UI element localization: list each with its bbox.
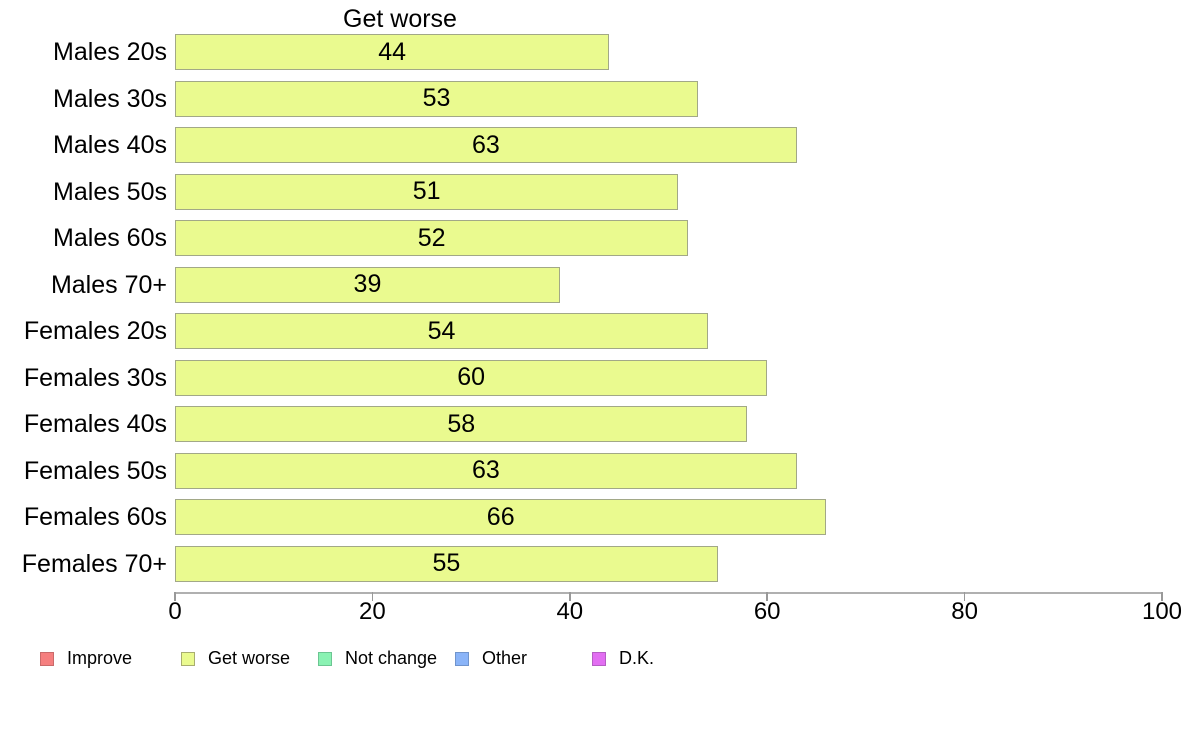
category-label: Females 40s <box>23 410 167 438</box>
legend-label: Other <box>482 648 528 668</box>
category-label: Females 20s <box>23 317 167 345</box>
x-axis-tick <box>371 592 374 601</box>
bar: 66 <box>175 499 827 535</box>
value-label: 60 <box>457 363 485 391</box>
value-label: 66 <box>486 502 515 531</box>
x-axis-tick-label: 0 <box>168 598 182 625</box>
category-label: Females 70+ <box>21 549 167 578</box>
x-axis-tick-label: 60 <box>753 598 781 625</box>
legend-label: D.K. <box>619 648 655 668</box>
bar: 44 <box>175 34 610 70</box>
category-label: Males 60s <box>53 224 167 252</box>
value-label: 58 <box>447 409 476 438</box>
category-label: Males 30s <box>53 84 167 113</box>
legend-label: Improve <box>67 648 133 668</box>
x-axis-tick-label: 40 <box>556 598 584 625</box>
legend-item: Not change <box>318 648 437 669</box>
bar: 55 <box>175 545 718 582</box>
bar: 63 <box>175 452 797 489</box>
x-axis-tick <box>1161 592 1163 601</box>
category-label: Females 30s <box>23 363 167 392</box>
legend-item: Improve <box>40 648 132 669</box>
x-axis-line <box>175 592 1163 594</box>
category-label: Females 60s <box>23 503 167 531</box>
legend-swatch-icon <box>318 651 332 666</box>
value-label: 52 <box>417 223 446 252</box>
value-label: 44 <box>378 37 407 66</box>
value-label: 54 <box>427 316 456 345</box>
x-axis-tick <box>569 592 571 601</box>
value-label: 55 <box>432 549 461 577</box>
bar: 60 <box>175 359 768 396</box>
x-axis-tick <box>963 592 966 601</box>
category-label: Females 50s <box>23 456 167 485</box>
category-label: Males 70+ <box>50 270 167 299</box>
legend-swatch-icon <box>40 651 54 666</box>
bar: 39 <box>175 266 560 303</box>
x-axis-tick-label: 100 <box>1141 598 1183 625</box>
bar: 54 <box>175 313 708 349</box>
value-label: 63 <box>471 130 500 159</box>
value-label: 39 <box>353 270 382 298</box>
legend-swatch-icon <box>181 651 195 666</box>
legend-label: Not change <box>345 648 438 668</box>
category-label: Males 20s <box>53 38 167 66</box>
category-label: Males 50s <box>53 177 167 206</box>
legend-item: Get worse <box>181 648 290 669</box>
bar: 51 <box>175 173 679 210</box>
bar: 63 <box>175 127 797 163</box>
chart-title: Get worse <box>343 5 457 33</box>
bar: 53 <box>175 80 699 117</box>
x-axis-tick <box>766 592 768 601</box>
bar: 52 <box>175 220 689 256</box>
x-axis-tick <box>174 592 176 601</box>
legend-swatch-icon <box>455 651 469 666</box>
legend-item: Other <box>455 648 527 669</box>
x-axis-tick-label: 20 <box>359 598 386 625</box>
x-axis-tick-label: 80 <box>951 598 978 625</box>
value-label: 53 <box>422 84 451 112</box>
legend-item: D.K. <box>592 648 654 669</box>
legend-label: Get worse <box>208 648 291 668</box>
legend-swatch-icon <box>592 651 606 666</box>
bar: 58 <box>175 406 748 442</box>
value-label: 51 <box>412 177 441 205</box>
value-label: 63 <box>471 456 500 484</box>
category-label: Males 40s <box>53 131 167 159</box>
